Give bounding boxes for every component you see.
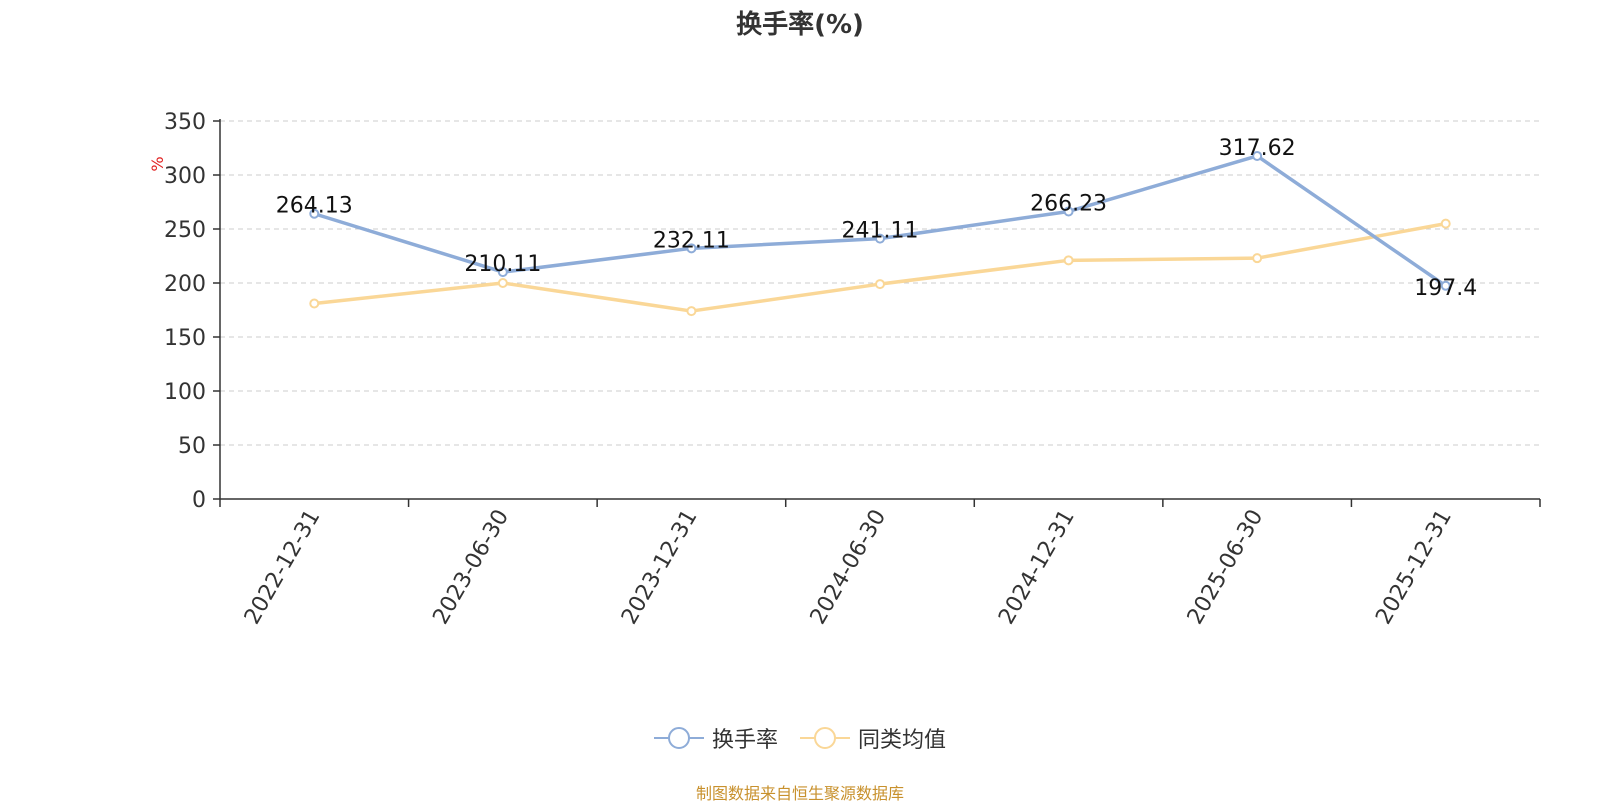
data-label: 266.23 xyxy=(1030,191,1107,216)
data-point-turnover xyxy=(1252,150,1263,161)
data-label: 197.4 xyxy=(1414,276,1477,301)
x-tick-label: 2023-12-31 xyxy=(617,506,703,629)
data-point-peer-average xyxy=(686,306,697,317)
data-label: 317.62 xyxy=(1219,136,1296,161)
data-point-peer-average xyxy=(1440,218,1451,229)
legend-item-turnover[interactable]: 换手率 xyxy=(653,722,778,754)
x-tick-label: 2024-06-30 xyxy=(806,506,892,629)
x-tick-label: 2024-12-31 xyxy=(994,506,1080,629)
y-tick-label: 0 xyxy=(192,488,206,513)
data-point-turnover xyxy=(1063,206,1074,217)
y-tick-label: 250 xyxy=(164,218,206,243)
data-point-turnover xyxy=(1440,280,1451,291)
x-tick-label: 2025-12-31 xyxy=(1371,506,1457,629)
data-label: 232.11 xyxy=(653,228,730,253)
y-tick-label: 150 xyxy=(164,326,206,351)
chart-title: 换手率(%) xyxy=(736,10,864,40)
data-point-peer-average xyxy=(875,279,885,290)
data-label: 264.13 xyxy=(276,194,353,219)
legend-item-peer-average[interactable]: 同类均值 xyxy=(800,722,946,754)
x-tick-label: 2023-06-30 xyxy=(428,506,514,629)
y-tick-label: 350 xyxy=(164,110,206,135)
legend-label-turnover: 换手率 xyxy=(711,728,778,753)
data-point-turnover xyxy=(875,233,885,244)
y-axis-unit-label: % xyxy=(148,156,167,171)
x-tick-label: 2025-06-30 xyxy=(1183,506,1269,629)
data-point-peer-average xyxy=(309,298,320,309)
y-tick-label: 100 xyxy=(164,380,206,405)
y-tick-label: 200 xyxy=(164,272,206,297)
legend-label-peer-average: 同类均值 xyxy=(858,728,947,753)
data-point-peer-average xyxy=(1252,253,1263,264)
data-label: 210.11 xyxy=(464,252,541,277)
data-point-turnover xyxy=(309,208,320,219)
x-tick-label: 2022-12-31 xyxy=(240,506,326,629)
legend: 换手率 同类均值 xyxy=(0,722,1600,754)
legend-line-circle-icon xyxy=(800,727,850,749)
source-note: 制图数据来自恒生聚源数据库 xyxy=(695,784,904,803)
data-label: 241.11 xyxy=(842,219,919,244)
data-point-peer-average xyxy=(1063,255,1074,266)
legend-line-circle-icon xyxy=(653,727,704,749)
y-tick-label: 300 xyxy=(164,164,206,189)
data-point-peer-average xyxy=(497,278,508,288)
data-point-turnover xyxy=(686,243,697,254)
data-point-turnover xyxy=(497,267,508,278)
y-tick-label: 50 xyxy=(178,434,206,459)
